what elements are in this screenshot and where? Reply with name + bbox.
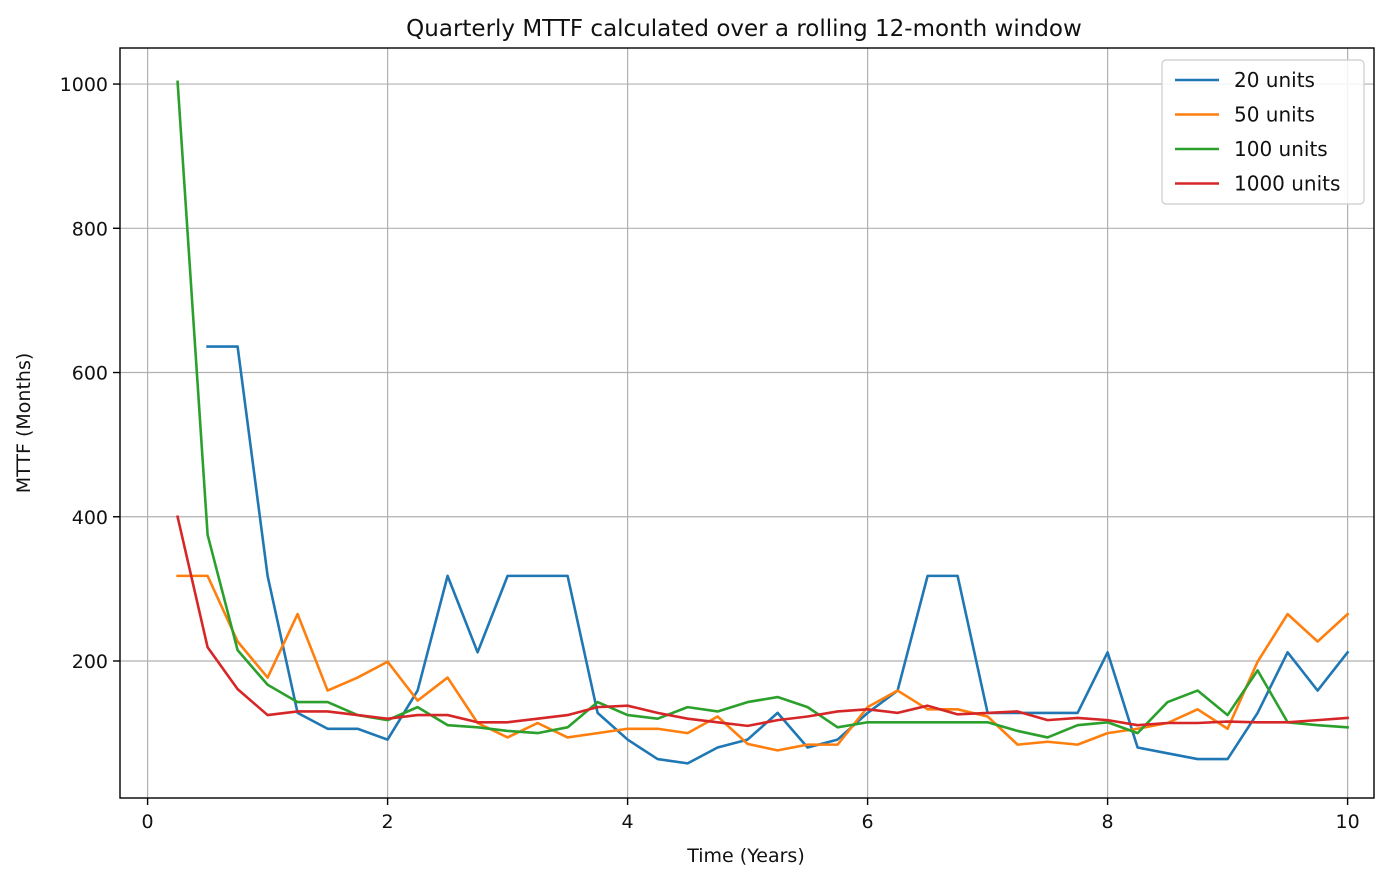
y-tick-label: 400 <box>72 507 108 529</box>
legend-label: 50 units <box>1234 103 1315 127</box>
series-line-50-units <box>176 574 1350 752</box>
y-tick-label: 1000 <box>60 74 108 96</box>
y-tick-label: 800 <box>72 218 108 240</box>
series-line-1000-units <box>176 515 1349 728</box>
chart-title: Quarterly MTTF calculated over a rolling… <box>406 16 1082 42</box>
x-axis-label: Time (Years) <box>686 845 805 867</box>
x-tick-label: 2 <box>382 811 394 833</box>
y-tick-label: 200 <box>72 651 108 673</box>
x-axis-ticks: 0 2 4 6 8 10 <box>142 798 1360 833</box>
series-line-20-units <box>206 345 1350 765</box>
legend-box <box>1161 59 1365 205</box>
plot-frame <box>119 47 1375 799</box>
y-axis-ticks: 200 400 600 800 1000 <box>60 74 120 673</box>
y-tick-label: 600 <box>72 363 108 385</box>
x-tick-label: 8 <box>1102 811 1114 833</box>
series-group <box>176 80 1350 765</box>
x-tick-label: 0 <box>142 811 154 833</box>
x-tick-label: 4 <box>622 811 634 833</box>
x-tick-label: 6 <box>862 811 874 833</box>
legend: 20 units 50 units 100 units 1000 units <box>1161 59 1365 205</box>
legend-label: 100 units <box>1234 137 1328 161</box>
legend-label: 1000 units <box>1234 172 1340 196</box>
legend-label: 20 units <box>1234 68 1315 92</box>
y-axis-label: MTTF (Months) <box>13 353 35 494</box>
x-tick-label: 10 <box>1336 811 1360 833</box>
